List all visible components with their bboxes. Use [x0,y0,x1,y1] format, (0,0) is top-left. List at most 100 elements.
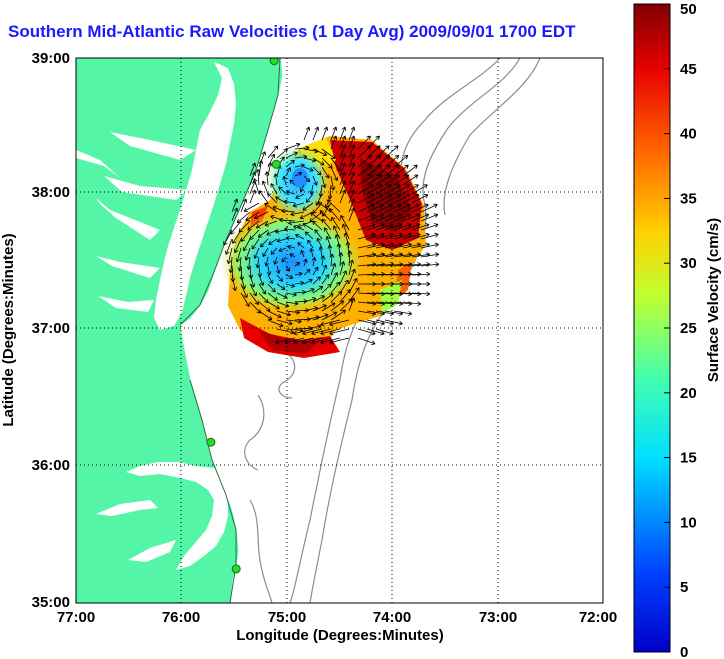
velocity-arrow [357,155,373,168]
x-axis-label: Longitude (Degrees:Minutes) [236,627,444,644]
velocity-arrow [330,281,341,294]
velocity-arrow [329,337,350,345]
velocity-arrow [262,247,269,257]
velocity-arrow [357,164,373,177]
velocity-arrow [254,211,269,220]
velocity-arrow [273,173,279,186]
velocity-arrow [357,174,374,186]
velocity-arrow [384,319,403,326]
velocity-arrow [240,229,251,242]
x-tick-label: 77:00 [57,609,95,626]
velocity-arrow [402,194,420,204]
velocity-arrow [420,242,439,249]
velocity-arrow [384,155,400,168]
velocity-arrow [411,203,429,213]
velocity-arrow [285,151,298,159]
velocity-arrow [366,184,383,195]
velocity-arrow [339,126,347,141]
velocity-arrow [348,259,355,276]
velocity-arrow [312,166,322,176]
velocity-arrow [402,164,418,177]
velocity-arrow [312,266,319,276]
velocity-arrow [312,313,329,321]
velocity-arrow [330,126,338,141]
velocity-arrow [285,159,295,168]
velocity-arrow [310,212,323,222]
x-tick-label: 74:00 [373,609,411,626]
velocity-arrow [329,253,335,267]
velocity-arrow [312,157,325,166]
velocity-arrow [330,175,336,191]
velocity-arrow [320,328,341,336]
velocity-arrow [266,229,278,236]
velocity-arrow [226,247,233,264]
velocity-arrow [231,207,239,222]
velocity-arrow [243,202,260,212]
velocity-arrow [334,234,341,249]
velocity-arrow [375,232,394,240]
velocity-arrow [320,319,341,327]
velocity-arrow [257,229,269,238]
velocity-arrow [258,190,269,204]
velocity-arrow [420,262,440,267]
velocity-arrow [321,166,330,179]
velocity-arrow [294,154,308,160]
velocity-arrow [348,153,356,168]
velocity-arrow [258,301,271,312]
velocity-arrow [289,253,296,258]
velocity-arrow [393,174,410,186]
velocity-arrow [255,220,269,229]
velocity-arrow [312,304,327,312]
velocity-arrow [357,223,376,231]
grid-lines [76,58,603,603]
velocity-arrow [305,193,314,203]
velocity-arrow [393,164,409,177]
velocity-arrow [402,203,420,213]
velocity-arrow [303,175,311,183]
velocity-arrow [375,328,394,336]
velocity-arrow [348,126,356,141]
velocity-arrow [348,189,356,204]
velocity-arrow [321,302,336,312]
velocity-arrow [420,232,439,240]
y-tick-label: 35:00 [32,594,70,611]
velocity-arrow [357,203,375,213]
velocity-arrow [366,328,385,336]
colorbar-label: Surface Velocity (cm/s) [705,218,722,382]
velocity-arrow [224,238,233,255]
velocity-arrow [318,246,324,258]
velocity-arrow [276,310,291,317]
colorbar-tick-label: 35 [680,190,697,207]
velocity-arrow [258,283,267,295]
velocity-arrow [268,238,278,245]
velocity-arrow [384,184,401,195]
velocity-arrow [294,171,303,177]
velocity-arrow [411,232,430,240]
velocity-arrow [275,337,296,345]
velocity-arrow [312,286,324,294]
velocity-arrow [317,201,332,213]
velocity-arrow [384,223,403,231]
velocity-arrow [293,337,314,345]
velocity-arrow [231,198,239,213]
velocity-arrow [249,171,257,186]
velocity-arrow [330,262,337,276]
velocity-arrow [285,274,294,280]
x-tick-label: 73:00 [479,609,517,626]
velocity-arrow [357,135,371,150]
velocity-arrow [393,155,409,168]
velocity-arrow [366,232,385,240]
velocity-arrow [411,184,428,195]
velocity-arrow [294,280,305,286]
velocity-arrow [420,223,439,231]
velocity-arrow [330,272,338,285]
velocity-arrow [327,199,341,213]
velocity-arrow [278,247,287,252]
velocity-arrow [278,186,287,195]
velocity-arrow [312,175,318,186]
velocity-arrow [303,258,308,267]
velocity-arrow [366,213,385,222]
velocity-arrow [267,145,279,159]
velocity-arrow [348,297,356,312]
velocity-arrow [375,155,391,168]
